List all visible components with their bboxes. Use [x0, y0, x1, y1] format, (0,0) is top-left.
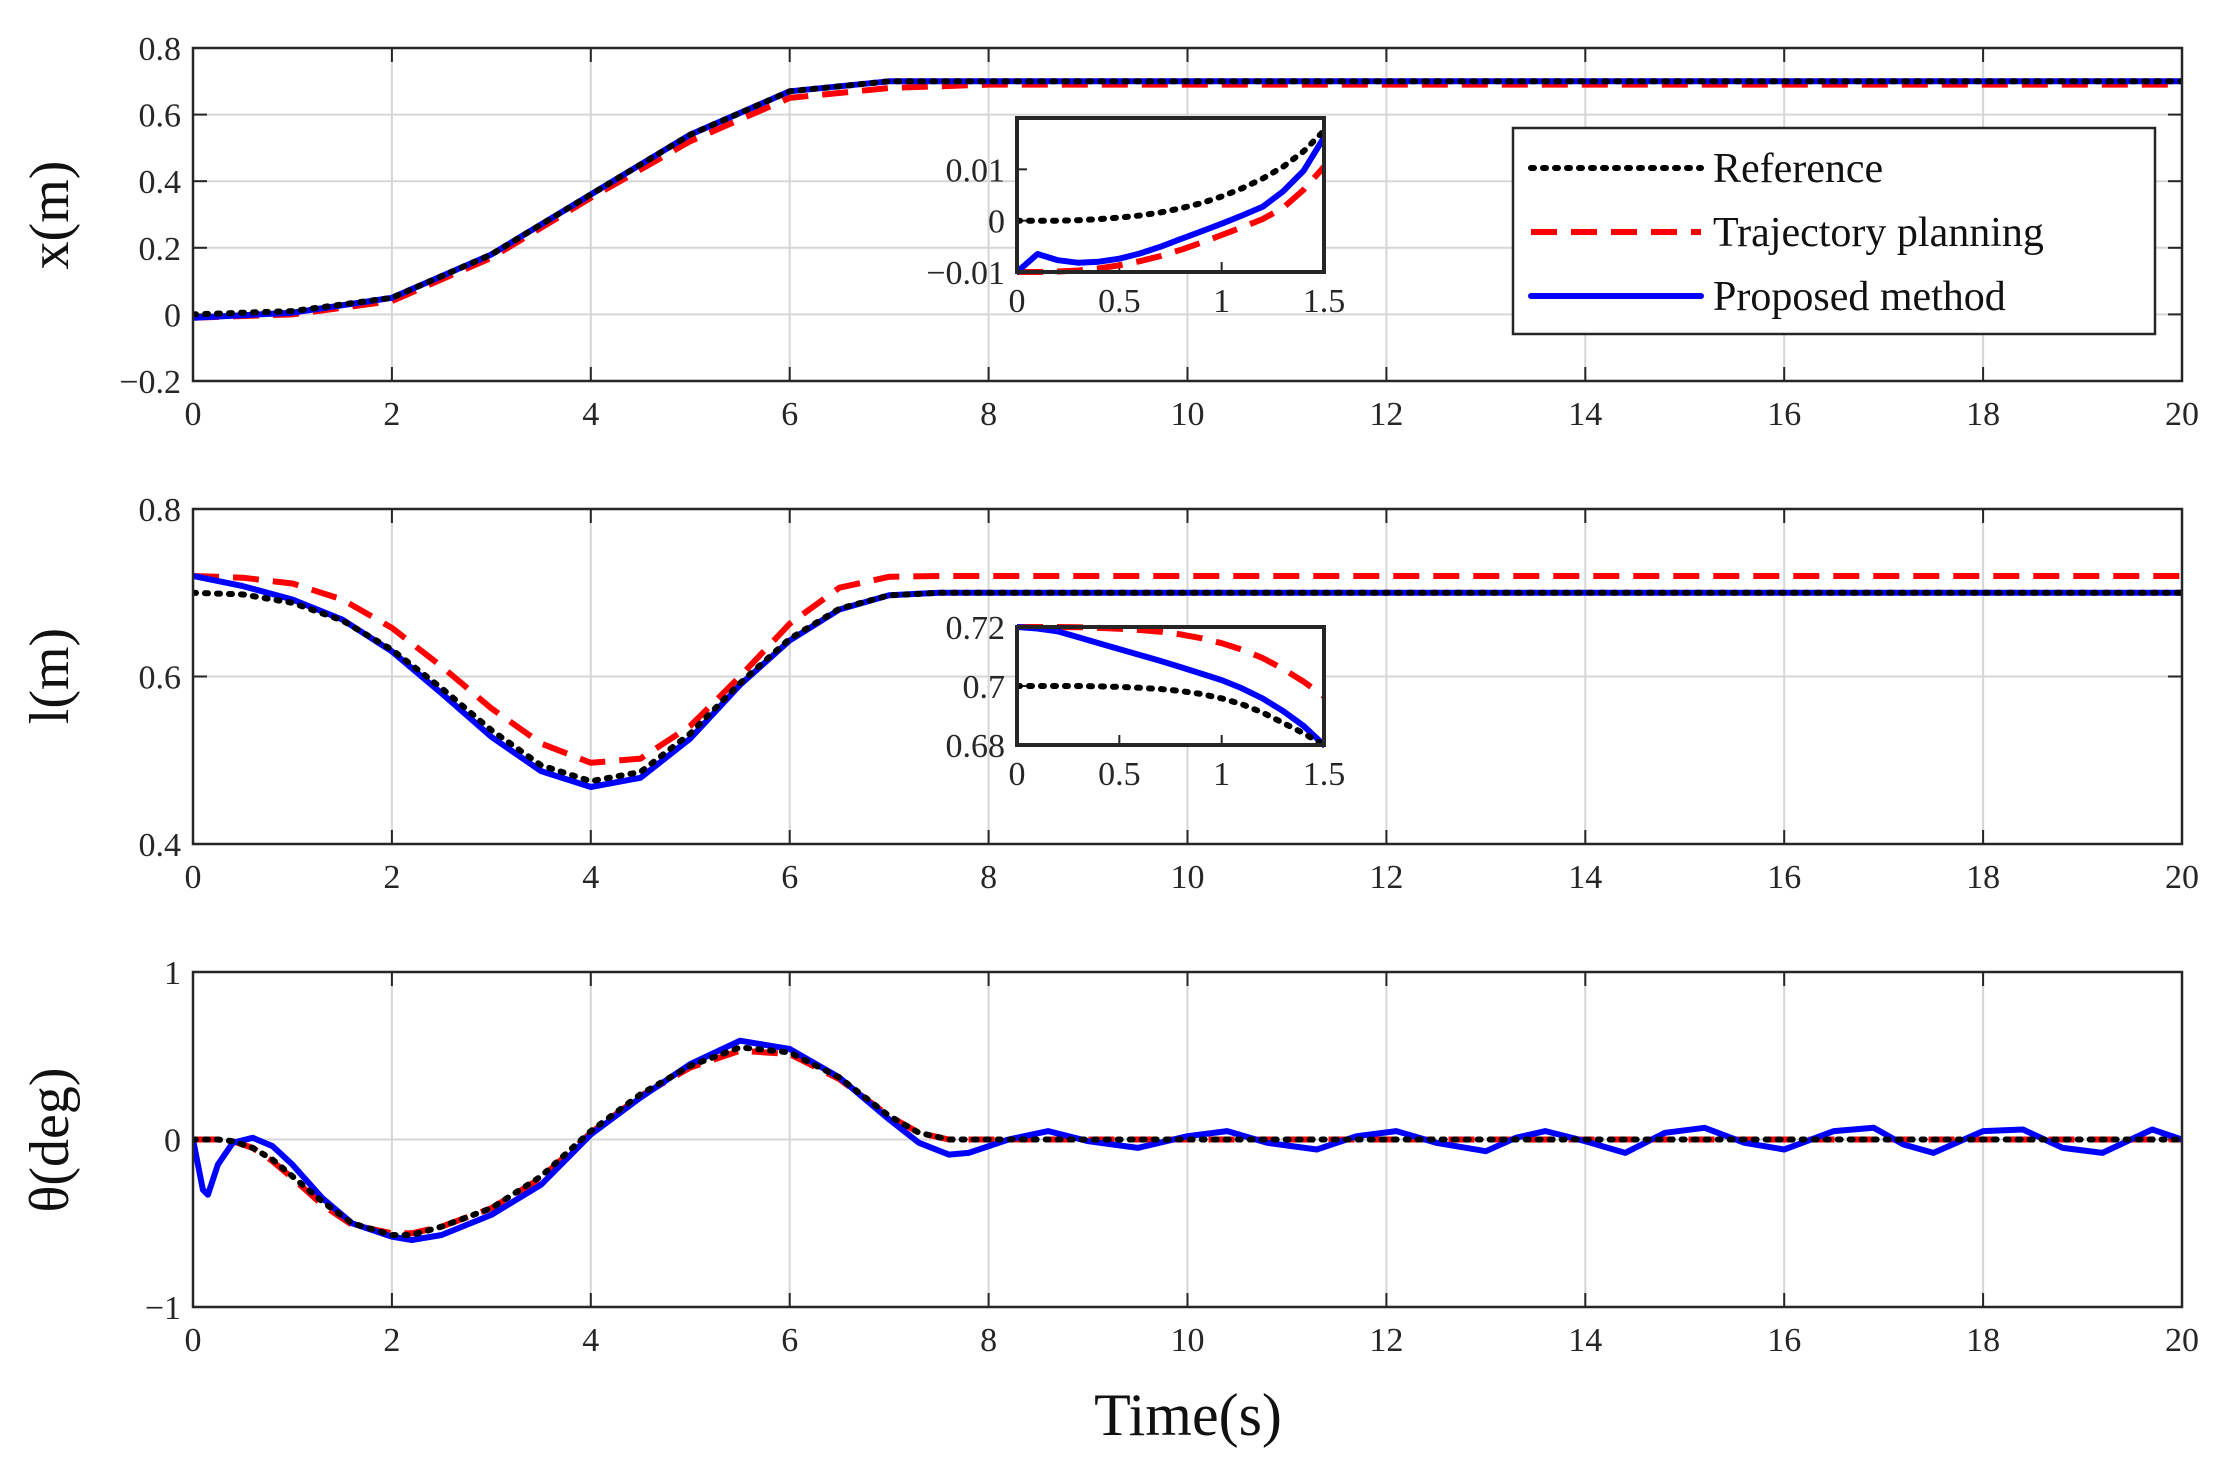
x-tick-label: 10 — [1171, 396, 1205, 433]
inset-y-tick-label: 0.72 — [946, 610, 1006, 647]
inset-x-tick-label: 0 — [1009, 283, 1026, 320]
axes-frame — [191, 507, 2184, 846]
x-tick-label: 4 — [582, 396, 599, 433]
x-tick-label: 14 — [1568, 396, 1602, 433]
x-tick-label: 4 — [582, 1322, 599, 1359]
series-reference — [193, 589, 2182, 785]
x-tick-label: 16 — [1767, 1322, 1801, 1359]
inset-axes-frame — [1015, 116, 1326, 274]
x-tick-label: 18 — [1966, 859, 2000, 896]
inset-series-reference — [1017, 127, 1324, 224]
y-tick-label: 1 — [164, 955, 181, 992]
inset-y-tick-label: 0 — [988, 204, 1005, 241]
panels: 0 2 4 6 8 10 12 14 16 18 20−0.200.20.40.60.8x(m)0 0… — [19, 31, 2199, 1359]
x-tick-label: 6 — [781, 859, 798, 896]
inset-y-tick-label: 0.7 — [963, 669, 1006, 706]
y-tick-label: 0.8 — [139, 492, 182, 529]
y-tick-label: 0.8 — [139, 31, 182, 68]
series-reference — [193, 1044, 2182, 1238]
y-tick-label: 0.6 — [139, 98, 182, 135]
inset-x-tick-label: 0.5 — [1098, 283, 1141, 320]
x-tick-label: 4 — [582, 859, 599, 896]
x-tick-label: 8 — [980, 1322, 997, 1359]
inset-y-tick-label: 0.68 — [946, 728, 1006, 765]
axes-frame — [191, 970, 2184, 1309]
inset-l: 0 0.5 1 1.5 0.68 0.7 0.72 — [946, 610, 1346, 793]
inset-x-tick-label: 1.5 — [1303, 756, 1346, 793]
x-tick-label: 10 — [1171, 859, 1205, 896]
x-tick-label: 8 — [980, 859, 997, 896]
y-tick-label: −0.2 — [119, 364, 181, 401]
x-tick-label: 0 — [185, 1322, 202, 1359]
inset-x-tick-label: 1 — [1213, 283, 1230, 320]
y-tick-label: 0.4 — [139, 164, 182, 201]
y-tick-label: 0 — [164, 297, 181, 334]
x-tick-label: 2 — [383, 1322, 400, 1359]
legend-label: Proposed method — [1713, 274, 2006, 320]
y-tick-label: 0.4 — [139, 827, 182, 864]
x-tick-label: 12 — [1369, 396, 1403, 433]
x-tick-label: 10 — [1171, 1322, 1205, 1359]
inset-series-proposed-method — [1017, 134, 1324, 275]
y-tick-label: −1 — [145, 1290, 181, 1327]
x-tick-label: 16 — [1767, 396, 1801, 433]
y-tick-label: 0.2 — [139, 231, 182, 268]
x-tick-label: 0 — [185, 859, 202, 896]
legend-label: Reference — [1713, 146, 1883, 192]
series-trajectory-planning — [193, 1047, 2182, 1237]
series-reference — [193, 78, 2182, 318]
x-tick-label: 20 — [2165, 859, 2199, 896]
y-axis-label-theta: θ(deg) — [19, 1068, 81, 1213]
inset-series-reference — [1017, 683, 1324, 748]
x-tick-label: 2 — [383, 396, 400, 433]
x-tick-label: 12 — [1369, 1322, 1403, 1359]
y-axis-label-x: x(m) — [19, 161, 81, 270]
x-tick-label: 14 — [1568, 1322, 1602, 1359]
x-tick-label: 14 — [1568, 859, 1602, 896]
inset-x-tick-label: 0 — [1009, 756, 1026, 793]
y-tick-label: 0.6 — [139, 660, 182, 697]
inset-axes-frame — [1015, 625, 1326, 747]
x-tick-label: 16 — [1767, 859, 1801, 896]
x-tick-label: 8 — [980, 396, 997, 433]
x-tick-label: 6 — [781, 1322, 798, 1359]
x-tick-label: 18 — [1966, 1322, 2000, 1359]
y-axis-label-l: l(m) — [19, 628, 81, 724]
series-trajectory-planning — [193, 81, 2182, 321]
inset-x-tick-label: 1.5 — [1303, 283, 1346, 320]
x-axis-label: Time(s) — [1094, 1382, 1282, 1448]
panel-x: 0 2 4 6 8 10 12 14 16 18 20−0.200.20.40.60.8x(m)0 0… — [19, 31, 2199, 433]
x-tick-label: 0 — [185, 396, 202, 433]
x-tick-label: 12 — [1369, 859, 1403, 896]
inset-series-proposed-method — [1017, 624, 1324, 748]
series-trajectory-planning — [193, 573, 2182, 766]
legend: Reference Trajectory planning Proposed met… — [1511, 126, 2157, 336]
y-tick-label: 0 — [164, 1123, 181, 1160]
legend-label: Trajectory planning — [1713, 210, 2044, 256]
inset-x-tick-label: 1 — [1213, 756, 1230, 793]
x-tick-label: 18 — [1966, 396, 2000, 433]
x-tick-label: 2 — [383, 859, 400, 896]
inset-y-tick-label: 0.01 — [946, 152, 1006, 189]
inset-x-tick-label: 0.5 — [1098, 756, 1141, 793]
axes-frame — [191, 46, 2184, 383]
x-tick-label: 6 — [781, 396, 798, 433]
x-tick-label: 20 — [2165, 396, 2199, 433]
inset-y-tick-label: −0.01 — [926, 255, 1005, 292]
x-tick-label: 20 — [2165, 1322, 2199, 1359]
panel-l: 0 2 4 6 8 10 12 14 16 18 20 0.4 0.6 0.8 l(m) 0 0.5 1 1.5 0.… — [19, 492, 2199, 896]
